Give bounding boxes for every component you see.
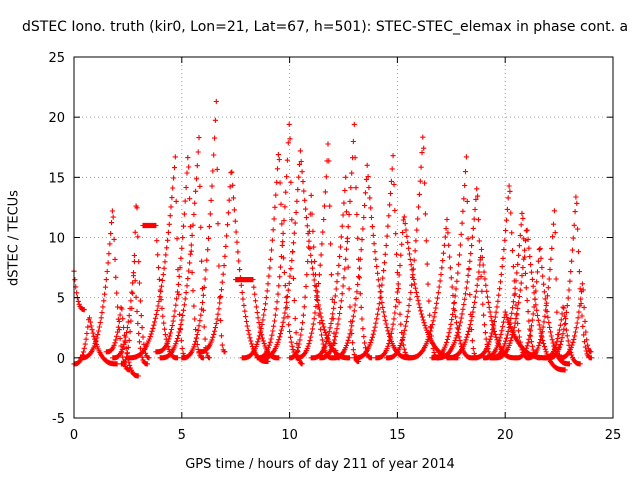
data-arc (351, 153, 413, 361)
data-arc (157, 135, 212, 361)
data-point-markers (125, 154, 189, 361)
y-axis-label: dSTEC / TECUs (6, 190, 22, 286)
data-point-markers (351, 153, 413, 361)
data-arc (405, 216, 476, 361)
data-point-markers (330, 162, 413, 361)
data-point-markers (179, 98, 228, 361)
x-tick-label: 15 (389, 428, 406, 443)
data-arc (179, 98, 228, 361)
y-tick-label: -5 (52, 412, 65, 427)
data-point-markers (308, 174, 362, 364)
data-point-markers (157, 135, 212, 361)
x-axis-label: GPS time / hours of day 211 of year 2014 (185, 457, 455, 472)
y-tick-label: 20 (48, 111, 65, 126)
axis-ticks: 0 5 10 15 20 25 -5 0 5 10 15 20 25 (48, 51, 621, 443)
data-arc (384, 134, 441, 361)
data-point-markers (110, 259, 150, 367)
data-point-markers (293, 141, 342, 361)
data-point-markers (384, 134, 441, 361)
data-arc (429, 154, 480, 361)
data-arc (330, 162, 413, 361)
y-tick-label: 15 (48, 171, 65, 186)
y-tick-label: 5 (57, 292, 65, 307)
data-point-markers (118, 203, 152, 367)
data-arc (239, 152, 303, 361)
data-point-markers (545, 194, 594, 361)
x-tick-label: 10 (281, 428, 298, 443)
grid-lines (74, 57, 613, 418)
data-arc (110, 259, 150, 367)
data-arc (556, 281, 594, 361)
chart-title: dSTEC Iono. truth (kir0, Lon=21, Lat=67,… (22, 19, 629, 35)
y-tick-label: 0 (57, 352, 65, 367)
y-tick-label: 25 (48, 51, 65, 66)
x-tick-label: 5 (178, 428, 186, 443)
data-arc (118, 203, 152, 367)
data-arc (125, 154, 189, 361)
data-point-markers (556, 281, 594, 361)
data-arc (308, 174, 362, 364)
data-point-markers (239, 152, 303, 361)
data-arc (103, 305, 141, 379)
data-arc (545, 194, 594, 361)
data-point-markers (405, 216, 476, 361)
data-arc (153, 155, 206, 361)
data-point-markers (153, 155, 206, 361)
data-points (71, 98, 594, 379)
x-tick-label: 25 (605, 428, 622, 443)
data-point-markers (429, 154, 480, 361)
data-arc (293, 141, 342, 361)
x-tick-label: 0 (70, 428, 78, 443)
data-point-markers (103, 305, 141, 379)
x-tick-label: 20 (497, 428, 514, 443)
y-tick-label: 10 (48, 232, 65, 247)
